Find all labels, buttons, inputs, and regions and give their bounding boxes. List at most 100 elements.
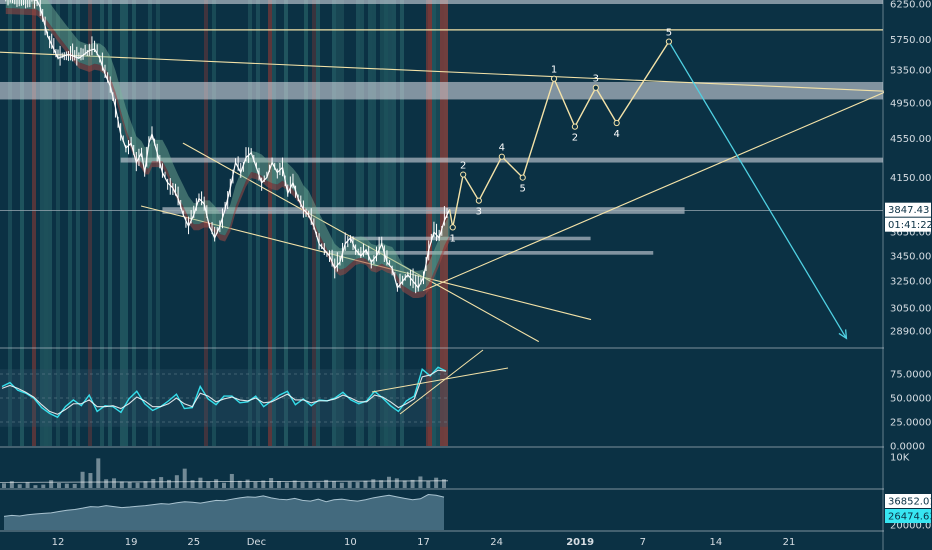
volume-bar bbox=[2, 483, 6, 488]
price-tick: 3450.00 bbox=[890, 251, 931, 262]
open-interest-tag bbox=[885, 509, 931, 523]
background-band bbox=[336, 0, 340, 446]
price-zone bbox=[329, 251, 654, 255]
trendline bbox=[0, 51, 932, 94]
volume-bar bbox=[17, 484, 22, 488]
volume-panel bbox=[0, 458, 449, 488]
wave-point bbox=[665, 38, 673, 45]
oscillator-tick: 25.0000 bbox=[890, 418, 931, 429]
volume-bar bbox=[332, 481, 336, 488]
volume-bar bbox=[9, 481, 14, 488]
wave-projection: 1 2 3 4 5 1 2 3 4 5 bbox=[448, 28, 848, 340]
wave-point bbox=[475, 197, 482, 204]
volume-bar bbox=[363, 480, 368, 488]
time-tick: 19 bbox=[125, 537, 138, 548]
wave-label: 1 bbox=[450, 233, 456, 244]
wave-point bbox=[550, 75, 558, 82]
price-axis[interactable]: 6250.00 5750.00 5350.00 4950.00 4550.00 4150.… bbox=[884, 0, 932, 550]
volume-bar bbox=[355, 482, 360, 488]
background-band bbox=[76, 0, 80, 446]
background-band bbox=[212, 0, 216, 446]
volume-bar bbox=[394, 478, 399, 488]
volume-bar bbox=[245, 479, 250, 488]
volume-bar bbox=[80, 471, 85, 488]
background-band bbox=[368, 0, 372, 446]
oscillator-line bbox=[1, 366, 447, 419]
open-interest-panel bbox=[3, 493, 445, 530]
wave-point bbox=[519, 174, 526, 181]
volume-bar bbox=[167, 479, 171, 488]
volume-bar bbox=[159, 477, 164, 488]
background-band bbox=[124, 0, 128, 446]
volume-tick: 10K bbox=[890, 452, 910, 463]
volume-bar bbox=[292, 480, 297, 488]
volume-bar bbox=[135, 482, 140, 488]
background-band bbox=[132, 0, 136, 446]
time-axis[interactable]: 12 19 25 Dec 10 17 24 2019 7 14 21 bbox=[52, 537, 796, 548]
price-tick: 3050.00 bbox=[890, 304, 931, 315]
open-interest-line bbox=[3, 493, 445, 517]
volume-bar bbox=[72, 483, 77, 488]
wave-point bbox=[613, 119, 620, 127]
trendline bbox=[182, 142, 539, 342]
last-price-tag bbox=[885, 202, 931, 217]
background-band bbox=[56, 0, 60, 446]
volume-bar bbox=[379, 480, 384, 488]
oscillator-trendline bbox=[371, 367, 509, 393]
volume-bar bbox=[442, 479, 446, 488]
oscillator-tick: 0.0000 bbox=[890, 442, 925, 453]
background-band bbox=[120, 0, 124, 446]
time-tick: 24 bbox=[490, 537, 503, 548]
wave-point bbox=[571, 123, 579, 130]
background-band bbox=[156, 0, 160, 446]
volume-bar bbox=[284, 482, 289, 488]
background-band bbox=[100, 0, 104, 446]
background-band bbox=[88, 0, 92, 446]
open-interest-value: 26474.63 bbox=[888, 512, 932, 523]
wave-label: 2 bbox=[572, 133, 578, 144]
arrow-head bbox=[838, 329, 848, 340]
time-tick: Dec bbox=[247, 537, 266, 548]
time-tick: 2019 bbox=[566, 537, 594, 548]
background-band bbox=[108, 0, 112, 446]
background-band bbox=[256, 0, 260, 446]
background-band bbox=[380, 0, 384, 446]
wave-label: 4 bbox=[499, 143, 505, 154]
volume-bar bbox=[88, 473, 93, 488]
wave-point bbox=[460, 171, 467, 178]
background-band bbox=[356, 0, 360, 446]
volume-bar bbox=[57, 483, 61, 488]
volume-bar bbox=[434, 477, 439, 488]
background-band bbox=[272, 0, 276, 446]
open-interest-value: 36852.01 bbox=[888, 497, 932, 508]
price-tick: 4150.00 bbox=[890, 173, 931, 184]
volume-bar bbox=[64, 483, 69, 488]
volume-bar bbox=[324, 479, 329, 488]
wave-label: 4 bbox=[614, 129, 620, 140]
price-tick: 5350.00 bbox=[890, 65, 931, 76]
price-zone bbox=[350, 236, 591, 241]
volume-bar bbox=[25, 482, 30, 488]
background-band bbox=[148, 0, 152, 446]
wave-label: 3 bbox=[476, 207, 482, 218]
volume-bar bbox=[119, 481, 124, 488]
volume-bar bbox=[237, 480, 242, 488]
volume-bar bbox=[418, 476, 423, 488]
wave-point bbox=[449, 224, 456, 231]
volume-bar bbox=[300, 482, 305, 488]
price-zone bbox=[120, 157, 883, 163]
volume-bar bbox=[261, 480, 266, 488]
wave-label: 2 bbox=[460, 161, 466, 172]
background-band bbox=[332, 0, 336, 446]
background-band bbox=[40, 0, 44, 446]
volume-bar bbox=[426, 481, 431, 488]
price-tick: 3650.00 bbox=[890, 228, 931, 239]
background-band bbox=[248, 0, 252, 446]
background-band bbox=[68, 0, 72, 446]
volume-bar bbox=[229, 473, 234, 488]
wave-label: 3 bbox=[593, 74, 599, 85]
volume-bar bbox=[182, 468, 187, 488]
background-band bbox=[340, 0, 344, 446]
